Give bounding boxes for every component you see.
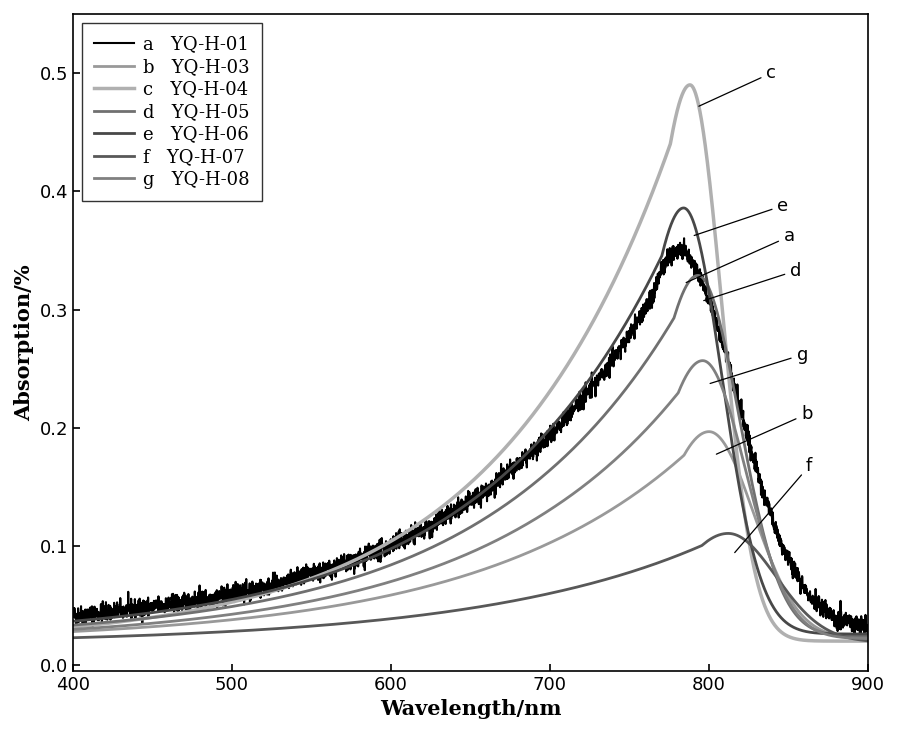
Text: d: d bbox=[704, 262, 802, 301]
Text: f: f bbox=[734, 457, 813, 553]
Text: e: e bbox=[694, 196, 788, 235]
Text: c: c bbox=[699, 64, 776, 106]
Text: b: b bbox=[717, 405, 813, 454]
Text: a: a bbox=[686, 227, 795, 283]
Y-axis label: Absorption/%: Absorption/% bbox=[13, 264, 34, 421]
Legend: a   YQ-H-01, b   YQ-H-03, c   YQ-H-04, d   YQ-H-05, e   YQ-H-06, f   YQ-H-07, g : a YQ-H-01, b YQ-H-03, c YQ-H-04, d YQ-H-… bbox=[82, 23, 263, 202]
Text: g: g bbox=[710, 346, 808, 383]
X-axis label: Wavelength/nm: Wavelength/nm bbox=[379, 699, 561, 719]
